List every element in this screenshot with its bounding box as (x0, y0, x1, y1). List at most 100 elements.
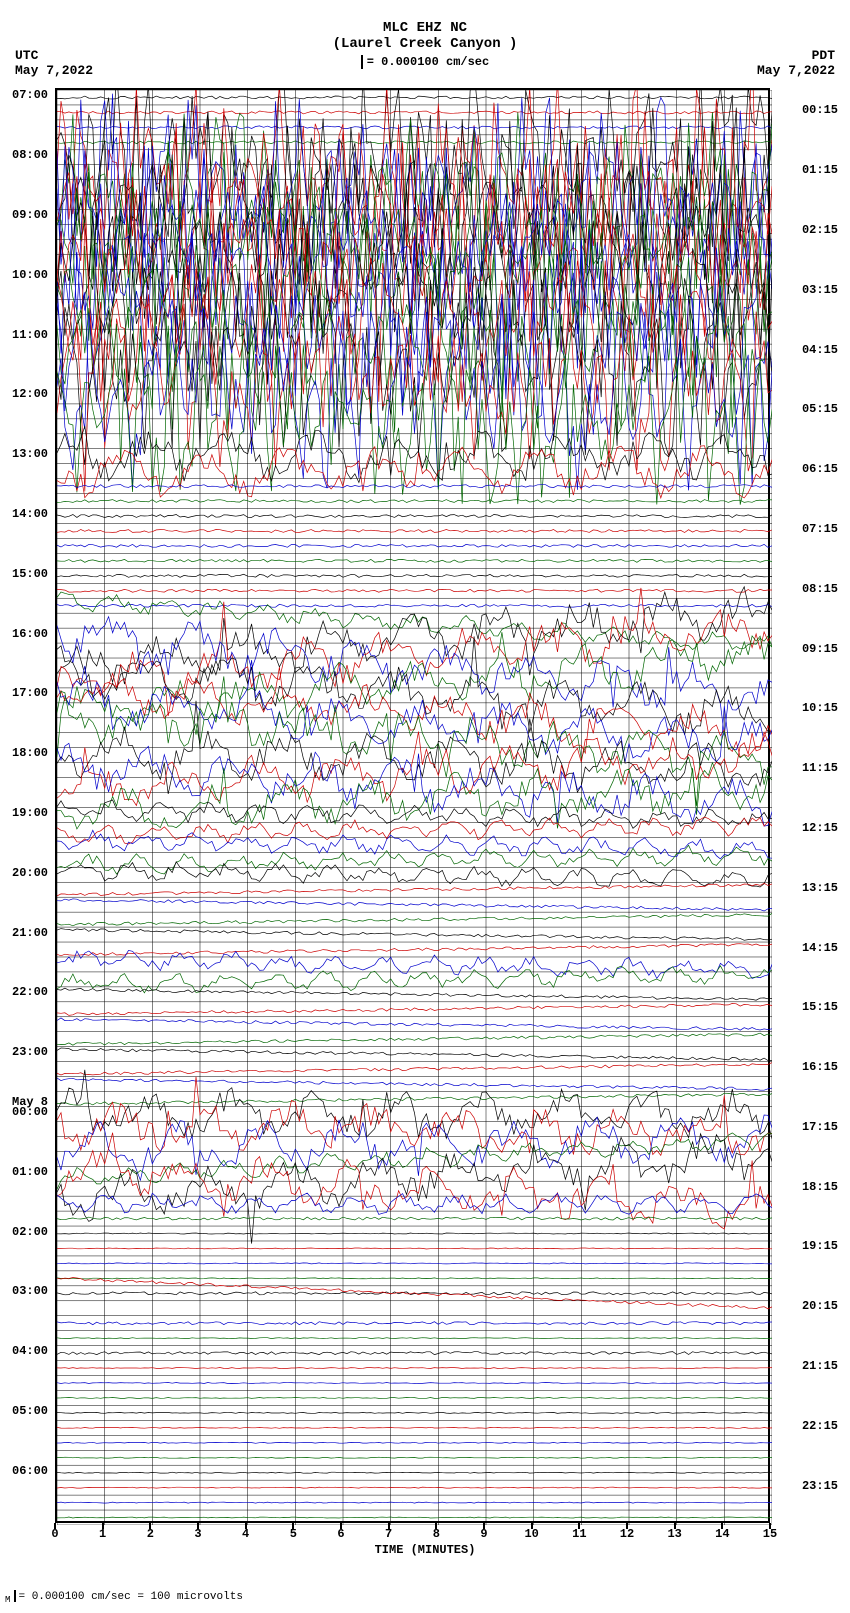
trace-line (57, 950, 772, 978)
minute-tick: 2 (147, 1527, 154, 1541)
utc-hour-label: 17:00 (12, 686, 48, 700)
trace-line (57, 1368, 772, 1369)
utc-hour-label: 18:00 (12, 746, 48, 760)
trace-line (57, 1487, 772, 1488)
trace-line (57, 1033, 772, 1045)
trace-line (57, 1517, 772, 1518)
pdt-hour-label: 01:15 (802, 163, 838, 177)
pdt-hour-label: 00:15 (802, 103, 838, 117)
minute-tick: 0 (51, 1527, 58, 1541)
minute-tick: 3 (194, 1527, 201, 1541)
trace-line (57, 1248, 772, 1249)
pdt-hour-label: 08:15 (802, 582, 838, 596)
utc-hour-label: 23:00 (12, 1045, 48, 1059)
trace-line (57, 1078, 772, 1090)
trace-line (57, 966, 772, 993)
scale-indicator: = 0.000100 cm/sec (0, 55, 850, 69)
minute-tick: 10 (524, 1527, 538, 1541)
seismogram-plot (55, 88, 770, 1523)
pdt-hour-label: 13:15 (802, 881, 838, 895)
trace-line (57, 1233, 772, 1234)
seismogram-svg (57, 90, 772, 1525)
utc-hour-label: 13:00 (12, 447, 48, 461)
minute-tick: 9 (480, 1527, 487, 1541)
utc-hour-label: 04:00 (12, 1344, 48, 1358)
utc-hour-label: 14:00 (12, 507, 48, 521)
utc-hour-label: 02:00 (12, 1225, 48, 1239)
trace-line (57, 1472, 772, 1473)
pdt-hour-label: 07:15 (802, 522, 838, 536)
minute-tick: 4 (242, 1527, 249, 1541)
trace-line (57, 1070, 772, 1139)
trace-line (57, 883, 772, 896)
trace-line (57, 500, 772, 503)
trace-line (57, 1383, 772, 1384)
utc-hour-label: 00:00 (12, 1105, 48, 1119)
trace-line (57, 988, 772, 1000)
pdt-hour-label: 11:15 (802, 761, 838, 775)
trace-line (57, 1278, 772, 1279)
pdt-hour-label: 22:15 (802, 1419, 838, 1433)
trace-line (57, 592, 772, 650)
minute-tick: 12 (620, 1527, 634, 1541)
station-code: MLC EHZ NC (0, 20, 850, 36)
utc-hour-label: 05:00 (12, 1404, 48, 1418)
trace-line (57, 1292, 772, 1295)
trace-line (57, 559, 772, 562)
pdt-hour-label: 14:15 (802, 941, 838, 955)
minute-tick: 15 (763, 1527, 777, 1541)
pdt-hour-label: 15:15 (802, 1000, 838, 1014)
trace-line (57, 929, 772, 941)
trace-line (57, 604, 772, 607)
minute-tick: 5 (290, 1527, 297, 1541)
trace-line (57, 1352, 772, 1355)
minute-tick: 7 (385, 1527, 392, 1541)
trace-line (57, 1398, 772, 1399)
trace-line (57, 862, 772, 887)
utc-hour-label: 19:00 (12, 806, 48, 820)
trace-line (57, 126, 772, 129)
trace-line (57, 830, 772, 859)
trace-line (57, 636, 772, 735)
trace-line (57, 1263, 772, 1264)
trace-line (57, 1427, 772, 1428)
pdt-hour-label: 10:15 (802, 701, 838, 715)
footer-scale: M= 0.000100 cm/sec = 100 microvolts (5, 1590, 243, 1605)
utc-hour-label: 01:00 (12, 1165, 48, 1179)
trace-line (57, 1338, 772, 1339)
utc-hour-label: 06:00 (12, 1464, 48, 1478)
pdt-hour-label: 12:15 (802, 821, 838, 835)
trace-line (57, 588, 772, 716)
trace-line (57, 944, 772, 956)
trace-line (57, 544, 772, 547)
pdt-hour-label: 21:15 (802, 1359, 838, 1373)
utc-hour-label: 08:00 (12, 148, 48, 162)
trace-line (57, 1018, 772, 1030)
trace-line (57, 913, 772, 926)
trace-line (57, 1077, 772, 1156)
trace-line (57, 426, 772, 482)
trace-line (57, 574, 772, 577)
pdt-hour-label: 19:15 (802, 1239, 838, 1253)
trace-line (57, 1217, 772, 1220)
trace-line (57, 1134, 772, 1244)
trace-line (57, 1442, 772, 1443)
trace-line (57, 1322, 772, 1325)
trace-line (57, 1412, 772, 1413)
utc-hour-label: 10:00 (12, 268, 48, 282)
trace-line (57, 96, 772, 99)
minute-tick: 14 (715, 1527, 729, 1541)
pdt-hour-label: 23:15 (802, 1479, 838, 1493)
utc-hour-label: 09:00 (12, 208, 48, 222)
station-location: (Laurel Creek Canyon ) (0, 36, 850, 52)
minute-tick: 13 (667, 1527, 681, 1541)
pdt-hour-label: 05:15 (802, 402, 838, 416)
utc-hour-label: 21:00 (12, 926, 48, 940)
minute-tick: 6 (337, 1527, 344, 1541)
pdt-hour-label: 02:15 (802, 223, 838, 237)
trace-line (57, 1457, 772, 1458)
trace-line (57, 587, 772, 684)
trace-line (57, 141, 772, 144)
utc-hour-label: 16:00 (12, 627, 48, 641)
pdt-hour-label: 03:15 (802, 283, 838, 297)
